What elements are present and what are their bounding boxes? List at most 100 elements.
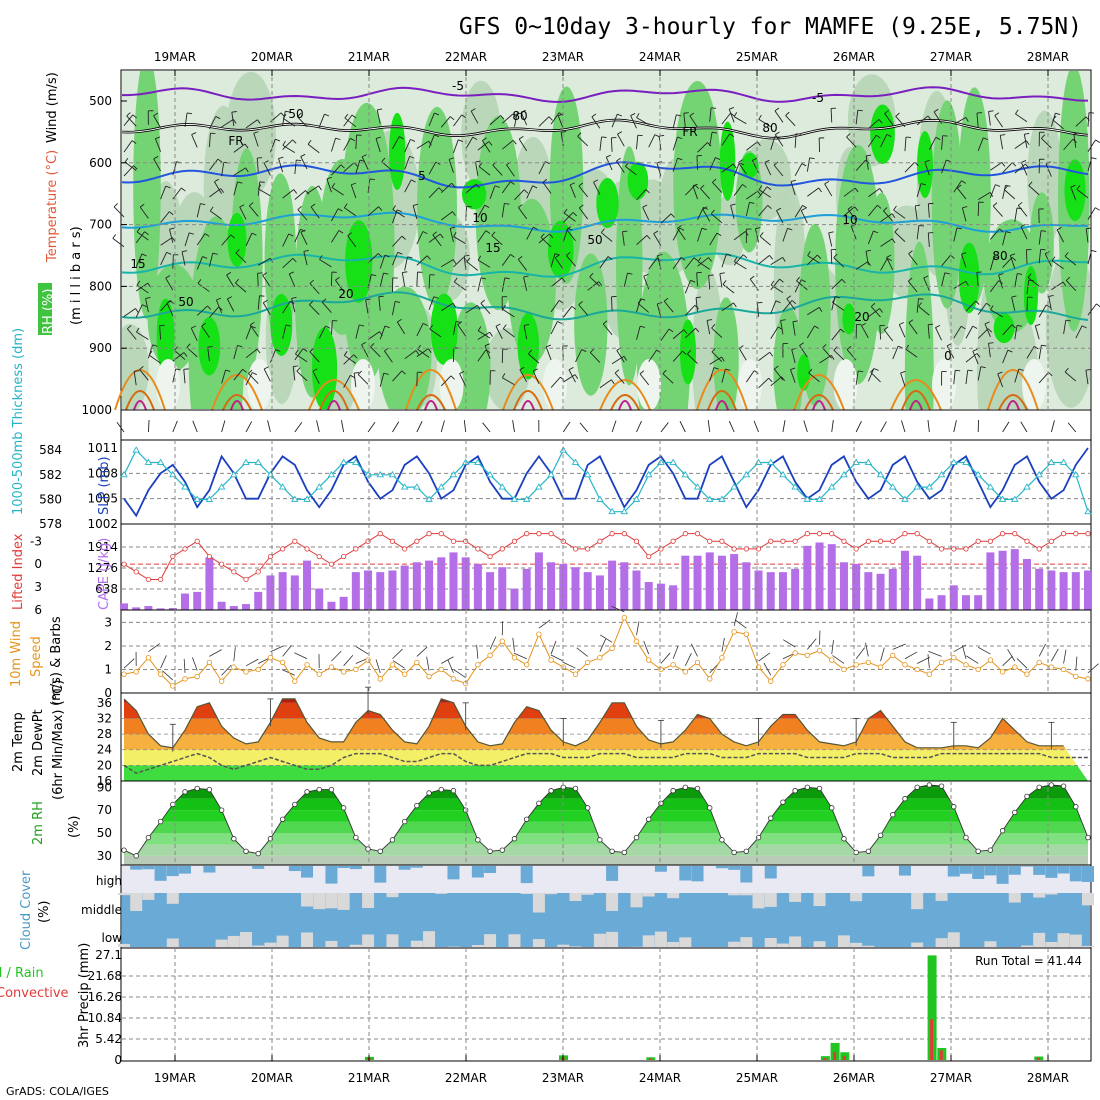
wind-barb-flag xyxy=(900,370,906,374)
wind-barb-flag xyxy=(318,185,322,191)
wind-barb-flag xyxy=(426,255,431,260)
wind-barb-flag xyxy=(256,348,261,354)
wind-barb xyxy=(160,655,167,669)
surface-wind-barb xyxy=(679,421,686,433)
surface-wind-barb xyxy=(245,421,253,433)
wind-barb xyxy=(166,302,174,316)
wind-barb xyxy=(123,308,136,317)
cloud-low-gap xyxy=(642,935,655,947)
surface-wind-barb xyxy=(316,420,320,433)
wind-barb-flag xyxy=(296,367,301,372)
contour-label: 80 xyxy=(992,249,1007,263)
wind-barb xyxy=(1038,230,1042,245)
lifted-index-point xyxy=(1012,531,1018,537)
cloud-high-bar xyxy=(374,866,387,883)
cloud-high-bar xyxy=(252,866,265,869)
cloud-middle-gap xyxy=(813,893,826,907)
wind-speed-point xyxy=(792,650,798,656)
rh-point xyxy=(1085,834,1091,841)
bottom-date-label: 22MAR xyxy=(445,1071,487,1085)
convective-label: Convective xyxy=(0,986,69,1001)
contour-label: 15 xyxy=(485,241,500,255)
wind-barb xyxy=(160,185,167,200)
wind-barb xyxy=(233,181,238,196)
cloud-middle-gap xyxy=(935,893,948,901)
wind-speed-point xyxy=(218,678,225,684)
wind-barb xyxy=(538,161,546,175)
wind-barb xyxy=(819,355,832,364)
wind-barb xyxy=(576,647,588,657)
lifted-index-point xyxy=(304,546,310,552)
cloud-low-gap xyxy=(118,943,130,947)
wind-barb-flag xyxy=(591,113,597,118)
wind-barb xyxy=(721,302,734,312)
wind-barb-flag xyxy=(686,350,692,355)
wind-barb xyxy=(123,658,135,669)
rh-point xyxy=(780,799,786,805)
rh-point xyxy=(206,786,213,793)
wind-barb xyxy=(512,637,515,652)
cloud-low-gap xyxy=(837,935,850,947)
wind-barb xyxy=(990,309,1003,318)
lifted-index-point xyxy=(377,531,383,537)
rh-point xyxy=(792,788,798,794)
wind-barb xyxy=(692,185,698,200)
wind-barb xyxy=(350,184,357,199)
wind-barb-flag xyxy=(726,253,732,256)
contour-35 xyxy=(230,400,244,411)
rh-point xyxy=(829,805,835,811)
wind-barb xyxy=(296,370,308,382)
thickness-point xyxy=(657,458,665,465)
wind-barb xyxy=(672,158,679,172)
rh-point xyxy=(536,800,542,806)
wind-barb xyxy=(990,228,1000,240)
wind-barb xyxy=(245,658,259,667)
wind-barb xyxy=(282,645,292,657)
wind-barb xyxy=(977,137,984,151)
wind-barb xyxy=(746,141,758,151)
wind-barb xyxy=(416,255,428,266)
wind-barb xyxy=(684,304,696,316)
wind-speed-point xyxy=(499,638,505,644)
wind-speed-point xyxy=(804,652,811,659)
wind-barb-flag xyxy=(484,204,490,208)
wind-barbs-layer xyxy=(112,107,1100,389)
rh-saturated-region xyxy=(227,213,247,267)
cloud-middle-gap xyxy=(606,893,619,911)
wind-barb xyxy=(258,188,271,197)
wind-barb-flag xyxy=(961,252,967,255)
cape-bar xyxy=(327,601,336,610)
contour-label: -5 xyxy=(812,91,824,105)
wind-barb-flag xyxy=(244,143,249,149)
wind-barb xyxy=(568,369,576,383)
wind-barb-flag xyxy=(399,136,404,140)
wind-barb xyxy=(124,161,137,171)
wind-barb-flag xyxy=(854,187,859,193)
thickness-point xyxy=(1059,458,1068,465)
wind-speed-point xyxy=(243,669,249,675)
wind-barb xyxy=(616,350,625,363)
wind-speed-point xyxy=(304,662,310,668)
pressure-axis-label: (m i l l i b a r s) xyxy=(69,226,84,325)
lifted-index-point xyxy=(182,546,188,552)
cape-bar xyxy=(998,550,1007,610)
temp-band xyxy=(124,749,1088,766)
cloud-middle-label: middle xyxy=(81,903,122,917)
wind-barb xyxy=(489,115,501,126)
wind-barb-flag xyxy=(434,112,440,116)
cape-bar xyxy=(486,572,495,610)
wind-speed-point xyxy=(609,645,615,651)
cloud-high-bar xyxy=(1033,866,1046,875)
cape-bar xyxy=(559,563,568,610)
wind-barb-flag xyxy=(915,204,921,207)
wind-barb xyxy=(495,326,503,339)
contour-30 xyxy=(416,394,446,411)
thickness-point xyxy=(1010,495,1019,502)
wind-barb xyxy=(343,162,355,173)
cape-bar xyxy=(400,565,409,610)
temp-minmax-axis-label: (6hr Min/Max) (°C) xyxy=(51,680,66,800)
wind-barb xyxy=(855,110,859,125)
thickness-point xyxy=(913,483,921,490)
lifted-index-point xyxy=(133,569,139,575)
